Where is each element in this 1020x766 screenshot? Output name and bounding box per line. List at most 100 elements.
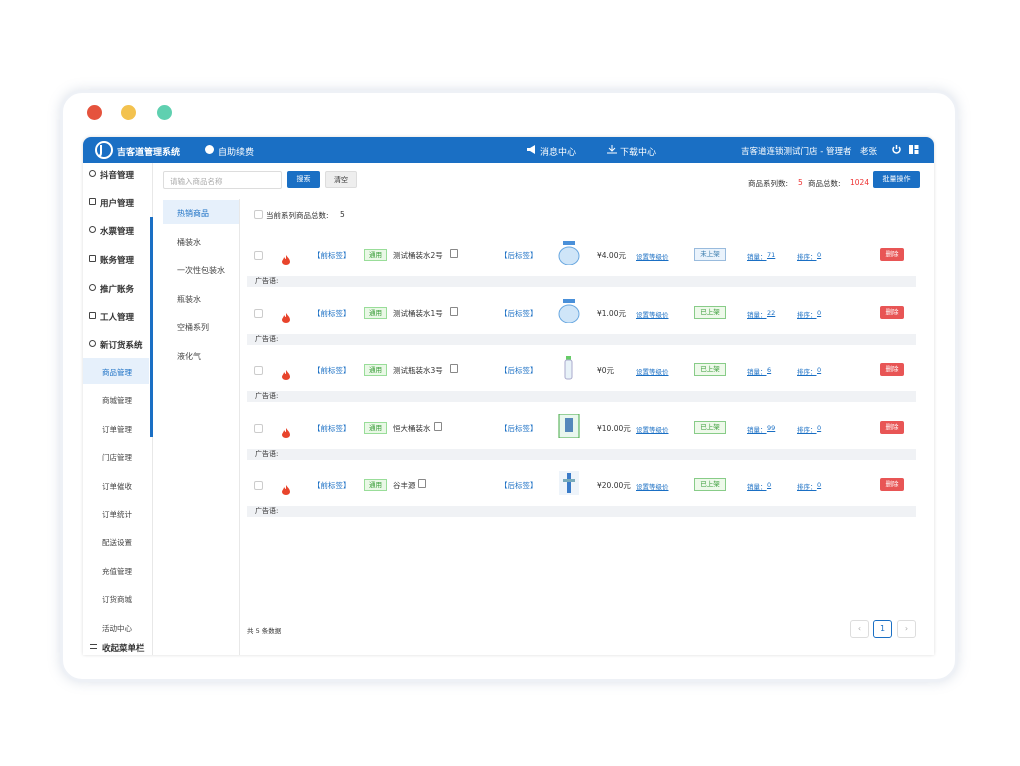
menu-item[interactable]: 工人管理 bbox=[100, 313, 135, 323]
sort-label[interactable]: 排序： bbox=[797, 253, 817, 261]
layout-icon[interactable] bbox=[909, 145, 919, 154]
row-checkbox[interactable] bbox=[254, 423, 263, 433]
back-tag[interactable]: 【后标签】 bbox=[500, 481, 538, 490]
sales-label[interactable]: 销量： bbox=[747, 368, 767, 376]
sort-value[interactable]: 0 bbox=[817, 308, 822, 317]
category-item[interactable]: 桶装水 bbox=[177, 237, 201, 247]
collapse-icon bbox=[90, 644, 97, 649]
back-tag[interactable]: 【后标签】 bbox=[500, 366, 538, 375]
sort-label[interactable]: 排序： bbox=[797, 310, 817, 319]
sales-label[interactable]: 销量： bbox=[747, 483, 767, 491]
menu-item[interactable]: 新订货系统 bbox=[100, 341, 143, 351]
category-item[interactable]: 液化气 bbox=[177, 351, 201, 361]
delete-button[interactable]: 删除 bbox=[880, 305, 904, 319]
edit-icon[interactable] bbox=[417, 479, 426, 488]
status-badge[interactable]: 已上架 bbox=[694, 420, 726, 434]
sales-label[interactable]: 销量： bbox=[747, 253, 767, 261]
menu-item[interactable]: 用户管理 bbox=[100, 199, 135, 209]
prev-page[interactable]: ‹ bbox=[850, 620, 869, 638]
sales-label[interactable]: 销量： bbox=[747, 310, 767, 319]
level-price-link[interactable]: 设置等级价 bbox=[636, 253, 669, 261]
category-active bbox=[163, 200, 239, 224]
status-badge[interactable]: 已上架 bbox=[694, 363, 726, 376]
product-name: 恒大桶装水 bbox=[393, 423, 431, 433]
edit-icon[interactable] bbox=[450, 364, 459, 373]
download-center[interactable]: 下载中心 bbox=[620, 148, 657, 158]
submenu-item[interactable]: 门店管理 bbox=[102, 453, 132, 463]
list-footer: 共 5 条数据 bbox=[247, 627, 282, 635]
sort-value[interactable]: 0 bbox=[817, 481, 822, 489]
user-name[interactable]: 老张 bbox=[860, 147, 878, 157]
level-price-link[interactable]: 设置等级价 bbox=[636, 310, 669, 319]
sort-label[interactable]: 排序： bbox=[797, 483, 817, 491]
status-badge[interactable]: 已上架 bbox=[694, 478, 726, 491]
category-item[interactable]: 瓶装水 bbox=[177, 294, 201, 304]
category-item[interactable]: 一次性包装水 bbox=[177, 266, 225, 275]
delete-button[interactable]: 删除 bbox=[880, 248, 904, 261]
menu-item[interactable]: 水票管理 bbox=[100, 227, 135, 237]
menu-icon bbox=[89, 312, 96, 319]
level-price-link[interactable]: 设置等级价 bbox=[636, 425, 669, 434]
submenu-item[interactable]: 充值管理 bbox=[102, 566, 132, 576]
submenu-item[interactable]: 订单催收 bbox=[102, 481, 132, 491]
back-tag[interactable]: 【后标签】 bbox=[500, 251, 538, 260]
next-page[interactable]: › bbox=[897, 620, 916, 638]
sort-label[interactable]: 排序： bbox=[797, 368, 817, 376]
sort-value[interactable]: 0 bbox=[817, 423, 822, 432]
renew-link[interactable]: 自助续费 bbox=[218, 148, 255, 158]
search-button[interactable]: 搜索 bbox=[287, 171, 320, 188]
delete-button[interactable]: 删除 bbox=[880, 420, 904, 434]
front-tag[interactable]: 【前标签】 bbox=[313, 251, 351, 260]
search-input[interactable]: 请输入商品名称 bbox=[163, 171, 282, 189]
category-item[interactable]: 热销商品 bbox=[177, 209, 209, 218]
select-all[interactable] bbox=[254, 210, 263, 219]
delete-button[interactable]: 删除 bbox=[880, 478, 904, 491]
submenu-item[interactable]: 订单管理 bbox=[102, 424, 132, 434]
page-number[interactable]: 1 bbox=[873, 620, 892, 638]
menu-item[interactable]: 抖音管理 bbox=[100, 171, 135, 181]
sales-label[interactable]: 销量： bbox=[747, 425, 767, 434]
clear-button[interactable]: 清空 bbox=[325, 171, 357, 188]
front-tag[interactable]: 【前标签】 bbox=[313, 308, 351, 318]
edit-icon[interactable] bbox=[450, 249, 459, 258]
submenu-item[interactable]: 配送设置 bbox=[102, 538, 132, 548]
submenu-item[interactable]: 订单统计 bbox=[102, 510, 132, 519]
submenu-item[interactable]: 订货商城 bbox=[102, 595, 132, 605]
submenu-item[interactable]: 商城管理 bbox=[102, 396, 132, 406]
submenu-item[interactable]: 商品管理 bbox=[102, 368, 132, 377]
status-badge[interactable]: 已上架 bbox=[694, 305, 726, 319]
level-price-link[interactable]: 设置等级价 bbox=[636, 483, 669, 491]
submenu-item[interactable]: 活动中心 bbox=[102, 623, 132, 633]
front-tag[interactable]: 【前标签】 bbox=[313, 423, 351, 433]
row-checkbox[interactable] bbox=[254, 308, 263, 318]
sort-value[interactable]: 0 bbox=[817, 366, 822, 374]
power-icon[interactable] bbox=[892, 145, 901, 154]
sort-label[interactable]: 排序： bbox=[797, 425, 817, 434]
sales-value[interactable]: 22 bbox=[767, 308, 776, 317]
message-center[interactable]: 消息中心 bbox=[540, 148, 577, 158]
menu-item[interactable]: 账务管理 bbox=[100, 256, 135, 266]
row-checkbox[interactable] bbox=[254, 251, 263, 260]
batch-button[interactable]: 批量操作 bbox=[873, 171, 920, 188]
back-tag[interactable]: 【后标签】 bbox=[500, 308, 538, 318]
sales-value[interactable]: 0 bbox=[767, 481, 772, 489]
sales-value[interactable]: 6 bbox=[767, 366, 772, 374]
back-tag[interactable]: 【后标签】 bbox=[500, 423, 538, 433]
edit-icon[interactable] bbox=[450, 306, 459, 316]
menu-icon bbox=[89, 170, 96, 177]
edit-icon[interactable] bbox=[434, 421, 442, 431]
sort-value[interactable]: 0 bbox=[817, 251, 822, 259]
sales-value[interactable]: 71 bbox=[767, 251, 776, 259]
sales-value[interactable]: 99 bbox=[767, 423, 776, 432]
delete-button[interactable]: 删除 bbox=[880, 363, 904, 376]
collapse-menu[interactable]: 收起菜单栏 bbox=[102, 644, 145, 654]
front-tag[interactable]: 【前标签】 bbox=[313, 481, 351, 490]
row-checkbox[interactable] bbox=[254, 481, 263, 490]
level-price-link[interactable]: 设置等级价 bbox=[636, 368, 669, 376]
category-item[interactable]: 空桶系列 bbox=[177, 323, 209, 332]
status-badge[interactable]: 未上架 bbox=[694, 248, 726, 261]
row-checkbox[interactable] bbox=[254, 366, 263, 375]
menu-item[interactable]: 推广账务 bbox=[100, 285, 135, 295]
front-tag[interactable]: 【前标签】 bbox=[313, 366, 351, 375]
